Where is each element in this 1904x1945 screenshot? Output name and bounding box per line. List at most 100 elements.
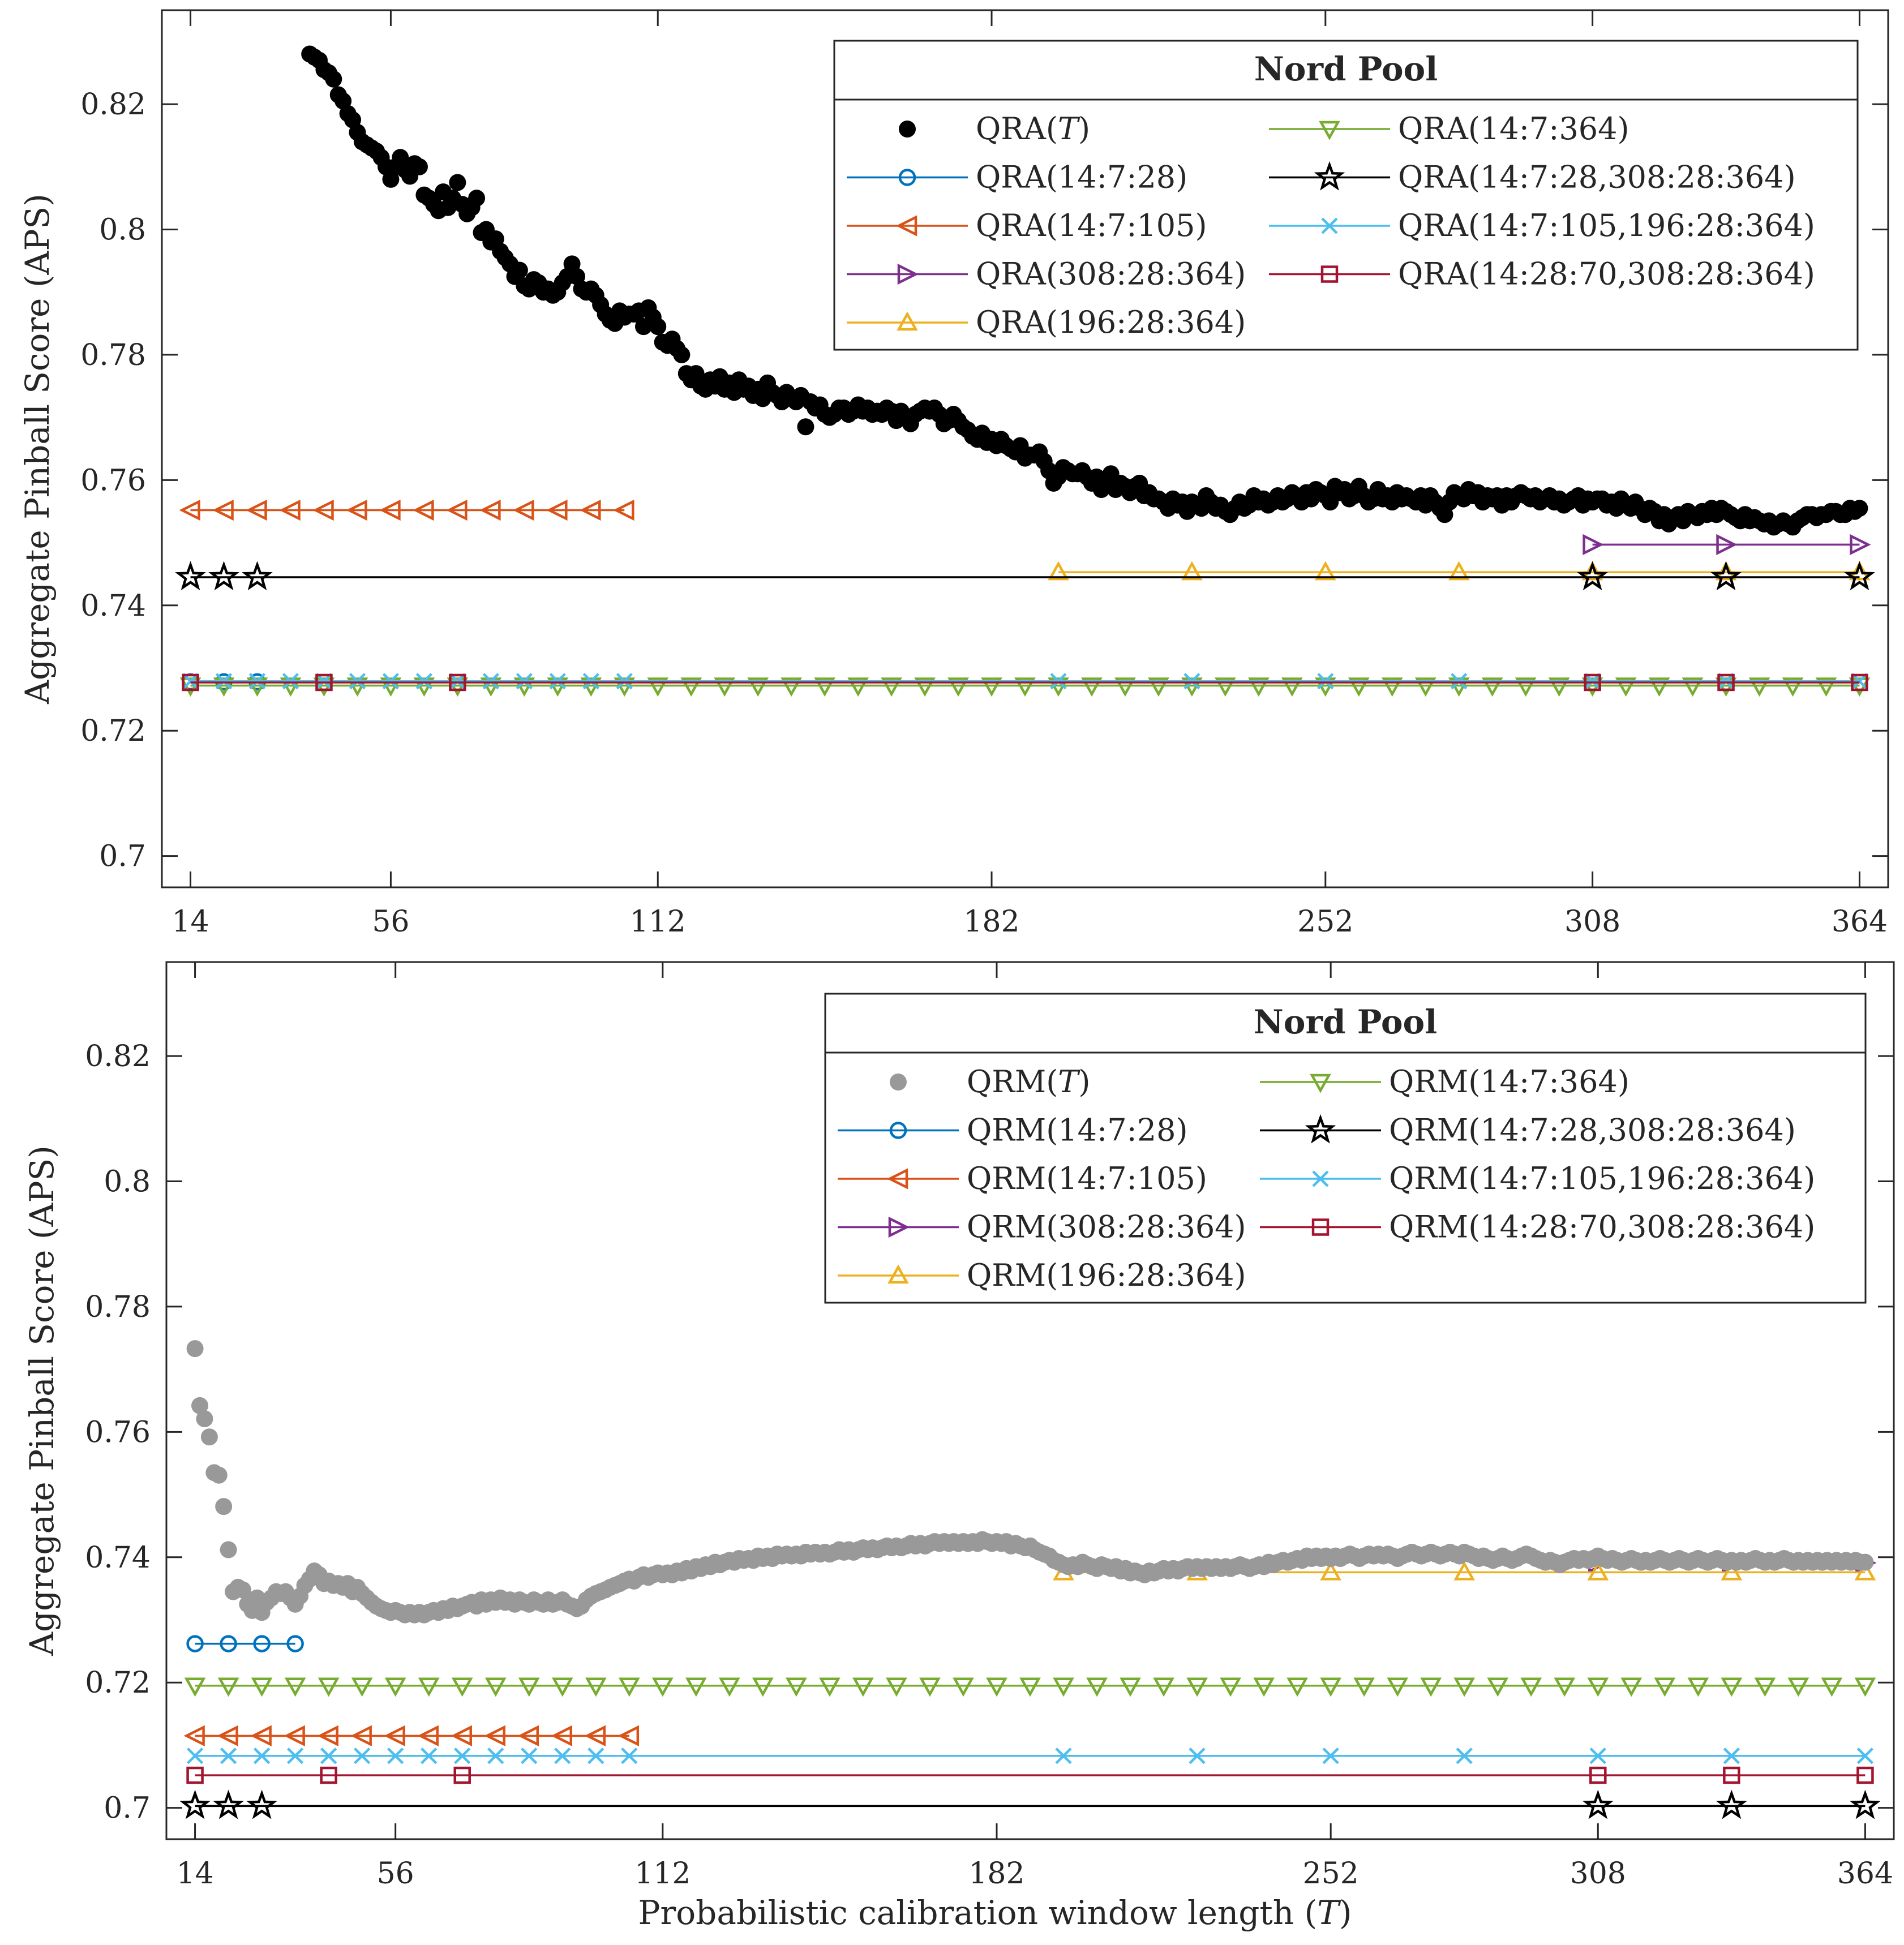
legend-entry: QRA(14:7:28,308:28:364)	[1269, 160, 1796, 195]
series-marker	[1615, 677, 1637, 697]
series-marker	[317, 1725, 338, 1746]
series-marker	[613, 499, 634, 521]
legend-label: QRA(14:28:70,308:28:364)	[1398, 256, 1815, 292]
scatter-point	[449, 174, 466, 191]
series-marker	[518, 1677, 540, 1697]
scatter-point	[673, 346, 691, 363]
x-tick-label: 364	[1832, 905, 1888, 939]
series-QRA(308:28:364)	[1583, 534, 1871, 556]
series-marker	[1114, 677, 1136, 697]
series-marker	[1589, 1748, 1606, 1764]
series-marker	[1849, 561, 1871, 581]
series-marker	[1856, 1748, 1874, 1764]
legend-marker	[1321, 217, 1338, 234]
series-marker	[621, 1748, 638, 1764]
legend-marker	[899, 121, 916, 138]
series-marker	[1583, 534, 1604, 556]
series-marker	[1787, 1677, 1809, 1697]
series-marker	[318, 1677, 340, 1697]
y-tick-label: 0.7	[99, 840, 146, 874]
series-marker	[1682, 677, 1704, 697]
series-marker	[680, 677, 702, 697]
x-tick-label: 182	[968, 1857, 1024, 1891]
series-marker	[1348, 677, 1370, 697]
legend-entry: QRA(14:7:28)	[847, 160, 1187, 195]
scatter-point	[200, 1428, 218, 1446]
y-axis-label: Aggregate Pinball Score (APS)	[18, 194, 57, 705]
legend-marker	[1319, 121, 1340, 140]
series-marker	[546, 499, 568, 521]
legend-title: Nord Pool	[1254, 50, 1438, 88]
series-marker	[1453, 1677, 1476, 1697]
legend-box	[824, 993, 1867, 1304]
series-marker	[1148, 677, 1169, 697]
x-tick-label: 308	[1570, 1857, 1626, 1891]
series-marker	[1453, 1561, 1476, 1581]
series-marker	[1589, 1766, 1607, 1784]
legend-entry: QRA(14:7:105,196:28:364)	[1269, 208, 1815, 243]
series-marker	[250, 1725, 272, 1746]
series-marker	[1648, 677, 1670, 697]
chart-panels: 14 56 112 182 252 308 364 0.7 0.72 0.74 0.76 0.78 0.…	[18, 9, 1895, 1891]
series-marker	[1577, 561, 1608, 591]
series-marker	[1620, 1677, 1643, 1697]
series-marker	[1183, 673, 1200, 690]
series-marker	[384, 1677, 406, 1697]
series-marker	[986, 1677, 1007, 1697]
legend-label: QRA(196:28:364)	[976, 304, 1246, 340]
series-marker	[1851, 673, 1868, 692]
scatter-point	[1856, 1553, 1874, 1571]
series-marker	[287, 1748, 304, 1764]
scatter-point	[186, 1340, 204, 1358]
series-marker	[1253, 1677, 1275, 1697]
series-marker	[1287, 1677, 1308, 1697]
series-marker	[1487, 1677, 1509, 1697]
series-marker	[354, 1748, 371, 1764]
series-QRA(196:28:364)	[1048, 561, 1871, 581]
series-marker	[346, 499, 367, 521]
series-marker	[1281, 677, 1303, 697]
series-marker	[217, 1725, 238, 1746]
series-marker	[819, 1677, 840, 1697]
series-QRM(14:7:28)	[186, 1635, 304, 1652]
x-axis-label: Probabilistic calibration window length …	[638, 1894, 1352, 1932]
legend-entry: QRM(196:28:364)	[838, 1257, 1246, 1293]
series-QRM(14:7:28,308:28:364)	[179, 1789, 1881, 1819]
series-marker	[1717, 673, 1735, 692]
series-QRA(T)	[301, 45, 1868, 536]
y-tick-label: 0.72	[80, 714, 146, 748]
series-marker	[349, 673, 366, 690]
series-marker	[451, 1677, 473, 1697]
series-marker	[521, 1748, 538, 1764]
series-marker	[1850, 534, 1871, 556]
series-marker	[220, 1748, 237, 1764]
series-marker	[714, 677, 736, 697]
legend-label: QRM(14:7:105)	[967, 1161, 1207, 1196]
series-marker	[487, 1748, 504, 1764]
series-marker	[184, 1677, 206, 1697]
series-QRM(14:28:70,308:28:364)	[186, 1766, 1874, 1784]
series-marker	[312, 499, 334, 521]
series-marker	[1019, 1677, 1041, 1697]
series-marker	[981, 677, 1002, 697]
legend-entry: QRA(14:7:364)	[1269, 111, 1629, 147]
series-marker	[246, 499, 267, 521]
series-marker	[413, 499, 434, 521]
series-marker	[279, 499, 301, 521]
series-marker	[1055, 1748, 1072, 1764]
series-marker	[446, 499, 468, 521]
series-marker	[1587, 1677, 1609, 1697]
y-tick-label: 0.82	[80, 88, 146, 122]
series-marker	[479, 499, 501, 521]
series-marker	[781, 677, 802, 697]
legend-marker	[1320, 265, 1339, 283]
series-marker	[179, 1789, 211, 1819]
legend-label: QRA(14:7:105)	[976, 208, 1207, 243]
legend-marker	[886, 1168, 908, 1190]
chart-panel-2: 14 56 112 182 252 308 364 0.7 0.72 0.74 0.76 0.78 0.…	[23, 961, 1895, 1891]
series-marker	[1353, 1677, 1375, 1697]
series-marker	[286, 1635, 304, 1652]
series-marker	[513, 499, 534, 521]
legend-marker	[895, 215, 917, 237]
series-marker	[1120, 1677, 1141, 1697]
